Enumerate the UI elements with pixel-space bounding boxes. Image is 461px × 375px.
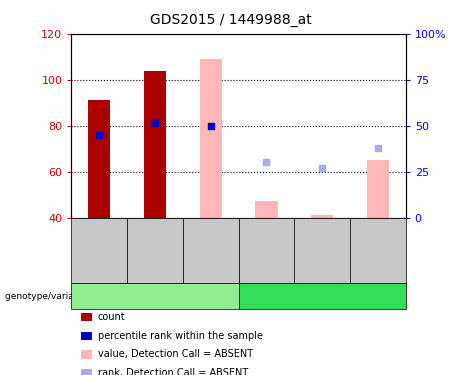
Text: control: control	[136, 291, 174, 301]
Text: AIRE knockout: AIRE knockout	[282, 291, 362, 301]
Text: GSM48038: GSM48038	[262, 226, 271, 275]
Text: genotype/variation  ▶: genotype/variation ▶	[5, 292, 103, 301]
Bar	[200, 59, 222, 217]
Bar	[255, 201, 278, 217]
Bar	[311, 215, 333, 217]
Text: GSM48041: GSM48041	[318, 226, 327, 275]
Text: percentile rank within the sample: percentile rank within the sample	[98, 331, 263, 340]
Bar	[366, 160, 389, 218]
Text: rank, Detection Call = ABSENT: rank, Detection Call = ABSENT	[98, 368, 248, 375]
Text: count: count	[98, 312, 125, 322]
Text: value, Detection Call = ABSENT: value, Detection Call = ABSENT	[98, 350, 253, 359]
Text: GSM48042: GSM48042	[206, 226, 215, 275]
Text: GSM48039: GSM48039	[150, 226, 160, 275]
Bar	[88, 100, 111, 218]
Text: GSM48044: GSM48044	[373, 226, 382, 275]
Bar	[144, 70, 166, 217]
Text: GDS2015 / 1449988_at: GDS2015 / 1449988_at	[150, 13, 311, 27]
Text: GSM47956: GSM47956	[95, 226, 104, 275]
